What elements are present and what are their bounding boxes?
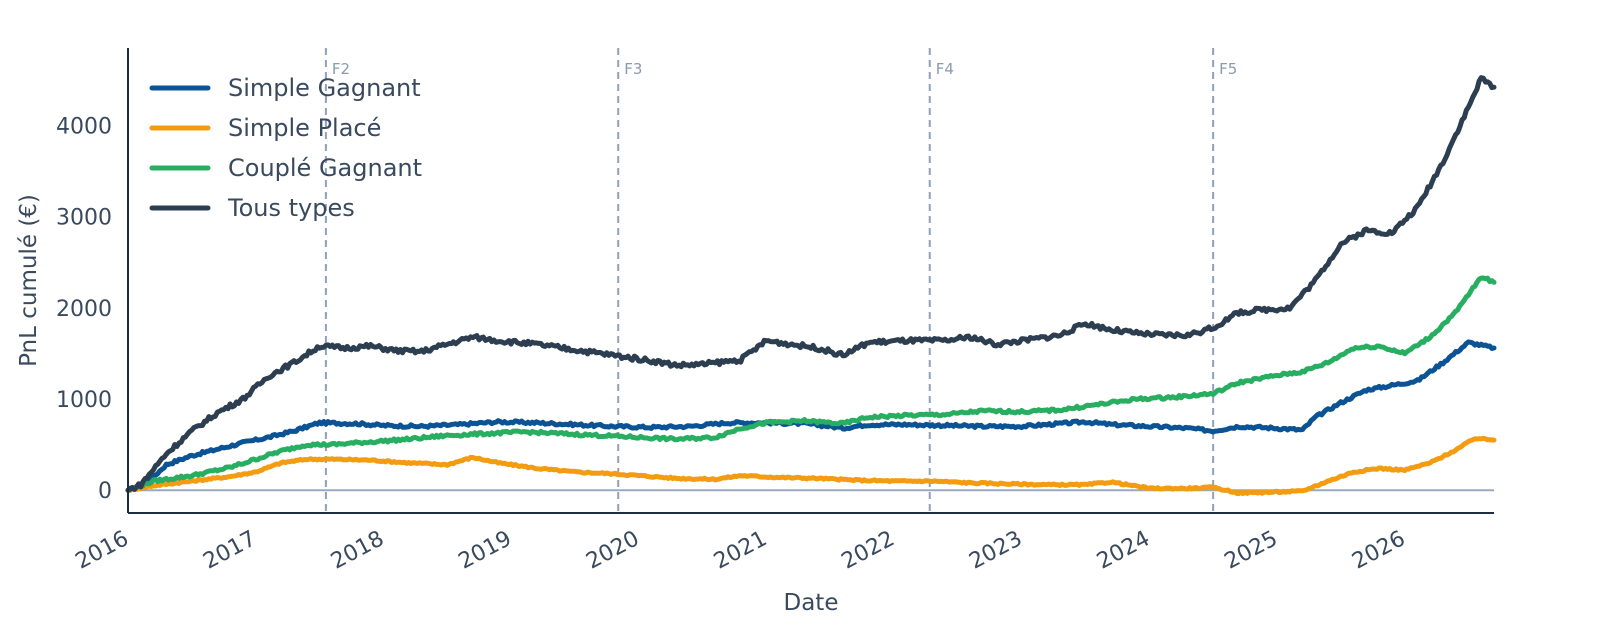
x-tick-label: 2019 (455, 526, 516, 574)
vline-label-f3: F3 (624, 60, 642, 78)
series-line-couple-gagnant (125, 275, 1497, 493)
x-tick-label: 2020 (582, 526, 643, 574)
y-tick-label: 4000 (56, 115, 112, 140)
x-tick-label: 2018 (327, 526, 388, 574)
x-tick-label: 2021 (710, 526, 771, 574)
y-tick-label: 0 (98, 479, 112, 504)
plot-area: F2 F3 F4 F5 (125, 48, 1497, 513)
legend-label-simple-place: Simple Placé (228, 114, 381, 142)
legend-label-simple-gagnant: Simple Gagnant (228, 74, 421, 102)
series-line-simple-gagnant (125, 339, 1497, 493)
legend-label-couple-gagnant: Couplé Gagnant (228, 154, 422, 182)
y-tick-label: 2000 (56, 297, 112, 322)
x-tick-label: 2022 (838, 526, 899, 574)
series-line-tous-types (125, 75, 1497, 493)
x-axis-label: Date (784, 590, 839, 616)
vline-label-f4: F4 (936, 60, 954, 78)
x-tick-label: 2023 (965, 526, 1026, 574)
y-axis-label: PnL cumulé (€) (16, 194, 42, 367)
legend: Simple Gagnant Simple Placé Couplé Gagnant… (149, 74, 422, 222)
x-tick-label: 2017 (199, 526, 260, 574)
vline-label-f5: F5 (1219, 60, 1237, 78)
x-tick-label: 2026 (1348, 526, 1409, 574)
x-tick-label: 2016 (72, 526, 133, 574)
legend-label-tous-types: Tous types (227, 194, 355, 222)
series-line-simple-place (125, 435, 1497, 497)
y-tick-label: 1000 (56, 388, 112, 413)
x-tick-label: 2024 (1093, 526, 1154, 574)
x-tick-label: 2025 (1221, 526, 1282, 574)
y-tick-label: 3000 (56, 206, 112, 231)
vline-label-f2: F2 (332, 60, 350, 78)
